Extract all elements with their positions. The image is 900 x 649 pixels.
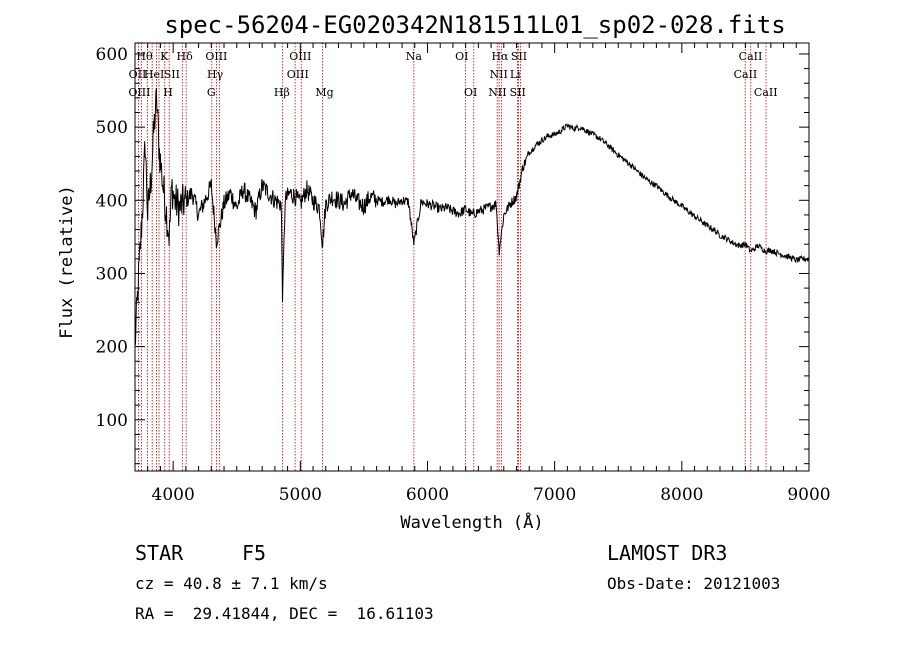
line-label-22: Na <box>406 50 423 63</box>
line-label-21: Mg <box>315 86 333 99</box>
line-label-13: OIII <box>287 68 309 81</box>
line-label-18: H <box>163 86 173 99</box>
line-label-12: Hγ <box>207 68 224 81</box>
line-label-0: Hθ <box>136 50 153 63</box>
object-subclass: F5 <box>242 541 267 565</box>
line-label-15: Li <box>510 68 521 81</box>
line-label-1: K <box>160 50 169 63</box>
line-label-6: Hα <box>491 50 509 63</box>
spectrum-line <box>134 87 810 345</box>
x-tick-label-9000: 9000 <box>787 485 830 505</box>
line-label-8: CaII <box>739 50 763 63</box>
line-label-5: OI <box>455 50 468 63</box>
line-label-17: OIII <box>128 86 150 99</box>
y-tick-label-400: 400 <box>96 191 128 211</box>
line-label-2: Hδ <box>176 50 193 63</box>
y-tick-label-600: 600 <box>96 45 128 65</box>
x-tick-label-7000: 7000 <box>533 485 576 505</box>
x-tick-label-6000: 6000 <box>406 485 449 505</box>
line-label-14: NII <box>490 68 508 81</box>
line-label-11: SII <box>164 68 180 81</box>
redshift-text: cz = 40.8 ± 7.1 km/s <box>135 574 328 593</box>
line-label-24: NII <box>488 86 506 99</box>
line-label-19: G <box>207 86 216 99</box>
y-axis-label: Flux (relative) <box>57 185 77 339</box>
x-tick-label-5000: 5000 <box>279 485 322 505</box>
survey-name: LAMOST DR3 <box>607 541 728 565</box>
line-label-7: SII <box>511 50 527 63</box>
line-label-26: CaII <box>754 86 778 99</box>
spectrum-series <box>134 87 810 345</box>
spectral-line-markers <box>138 43 767 471</box>
plot-frame <box>134 42 810 472</box>
x-tick-label-4000: 4000 <box>152 485 195 505</box>
chart-title: spec-56204-EG020342N181511L01_sp02-028.f… <box>164 11 785 39</box>
line-label-9: OII <box>129 68 147 81</box>
y-tick-label-200: 200 <box>96 338 128 358</box>
line-label-10: HeI <box>144 68 164 81</box>
line-label-16: CaII <box>734 68 758 81</box>
line-label-3: OIII <box>205 50 227 63</box>
chart-axes: 4000 5000 6000 7000 8000 9000 100 200 300 400 500 6… <box>96 42 831 505</box>
y-tick-label-300: 300 <box>96 264 128 284</box>
x-axis-label: Wavelength (Å) <box>400 511 543 533</box>
line-label-20: Hβ <box>274 86 290 99</box>
line-label-4: OIII <box>289 50 311 63</box>
coords-text: RA = 29.41844, DEC = 16.61103 <box>135 604 434 623</box>
object-class: STAR <box>135 541 184 565</box>
line-label-23: OI <box>464 86 477 99</box>
y-tick-label-100: 100 <box>96 411 128 431</box>
y-tick-label-500: 500 <box>96 118 128 138</box>
spectrum-chart: 4000 5000 6000 7000 8000 9000 100 200 300 400 500 6… <box>57 11 831 533</box>
line-label-25: SII <box>510 86 526 99</box>
obs-date-text: Obs-Date: 20121003 <box>607 574 781 593</box>
x-tick-label-8000: 8000 <box>660 485 703 505</box>
